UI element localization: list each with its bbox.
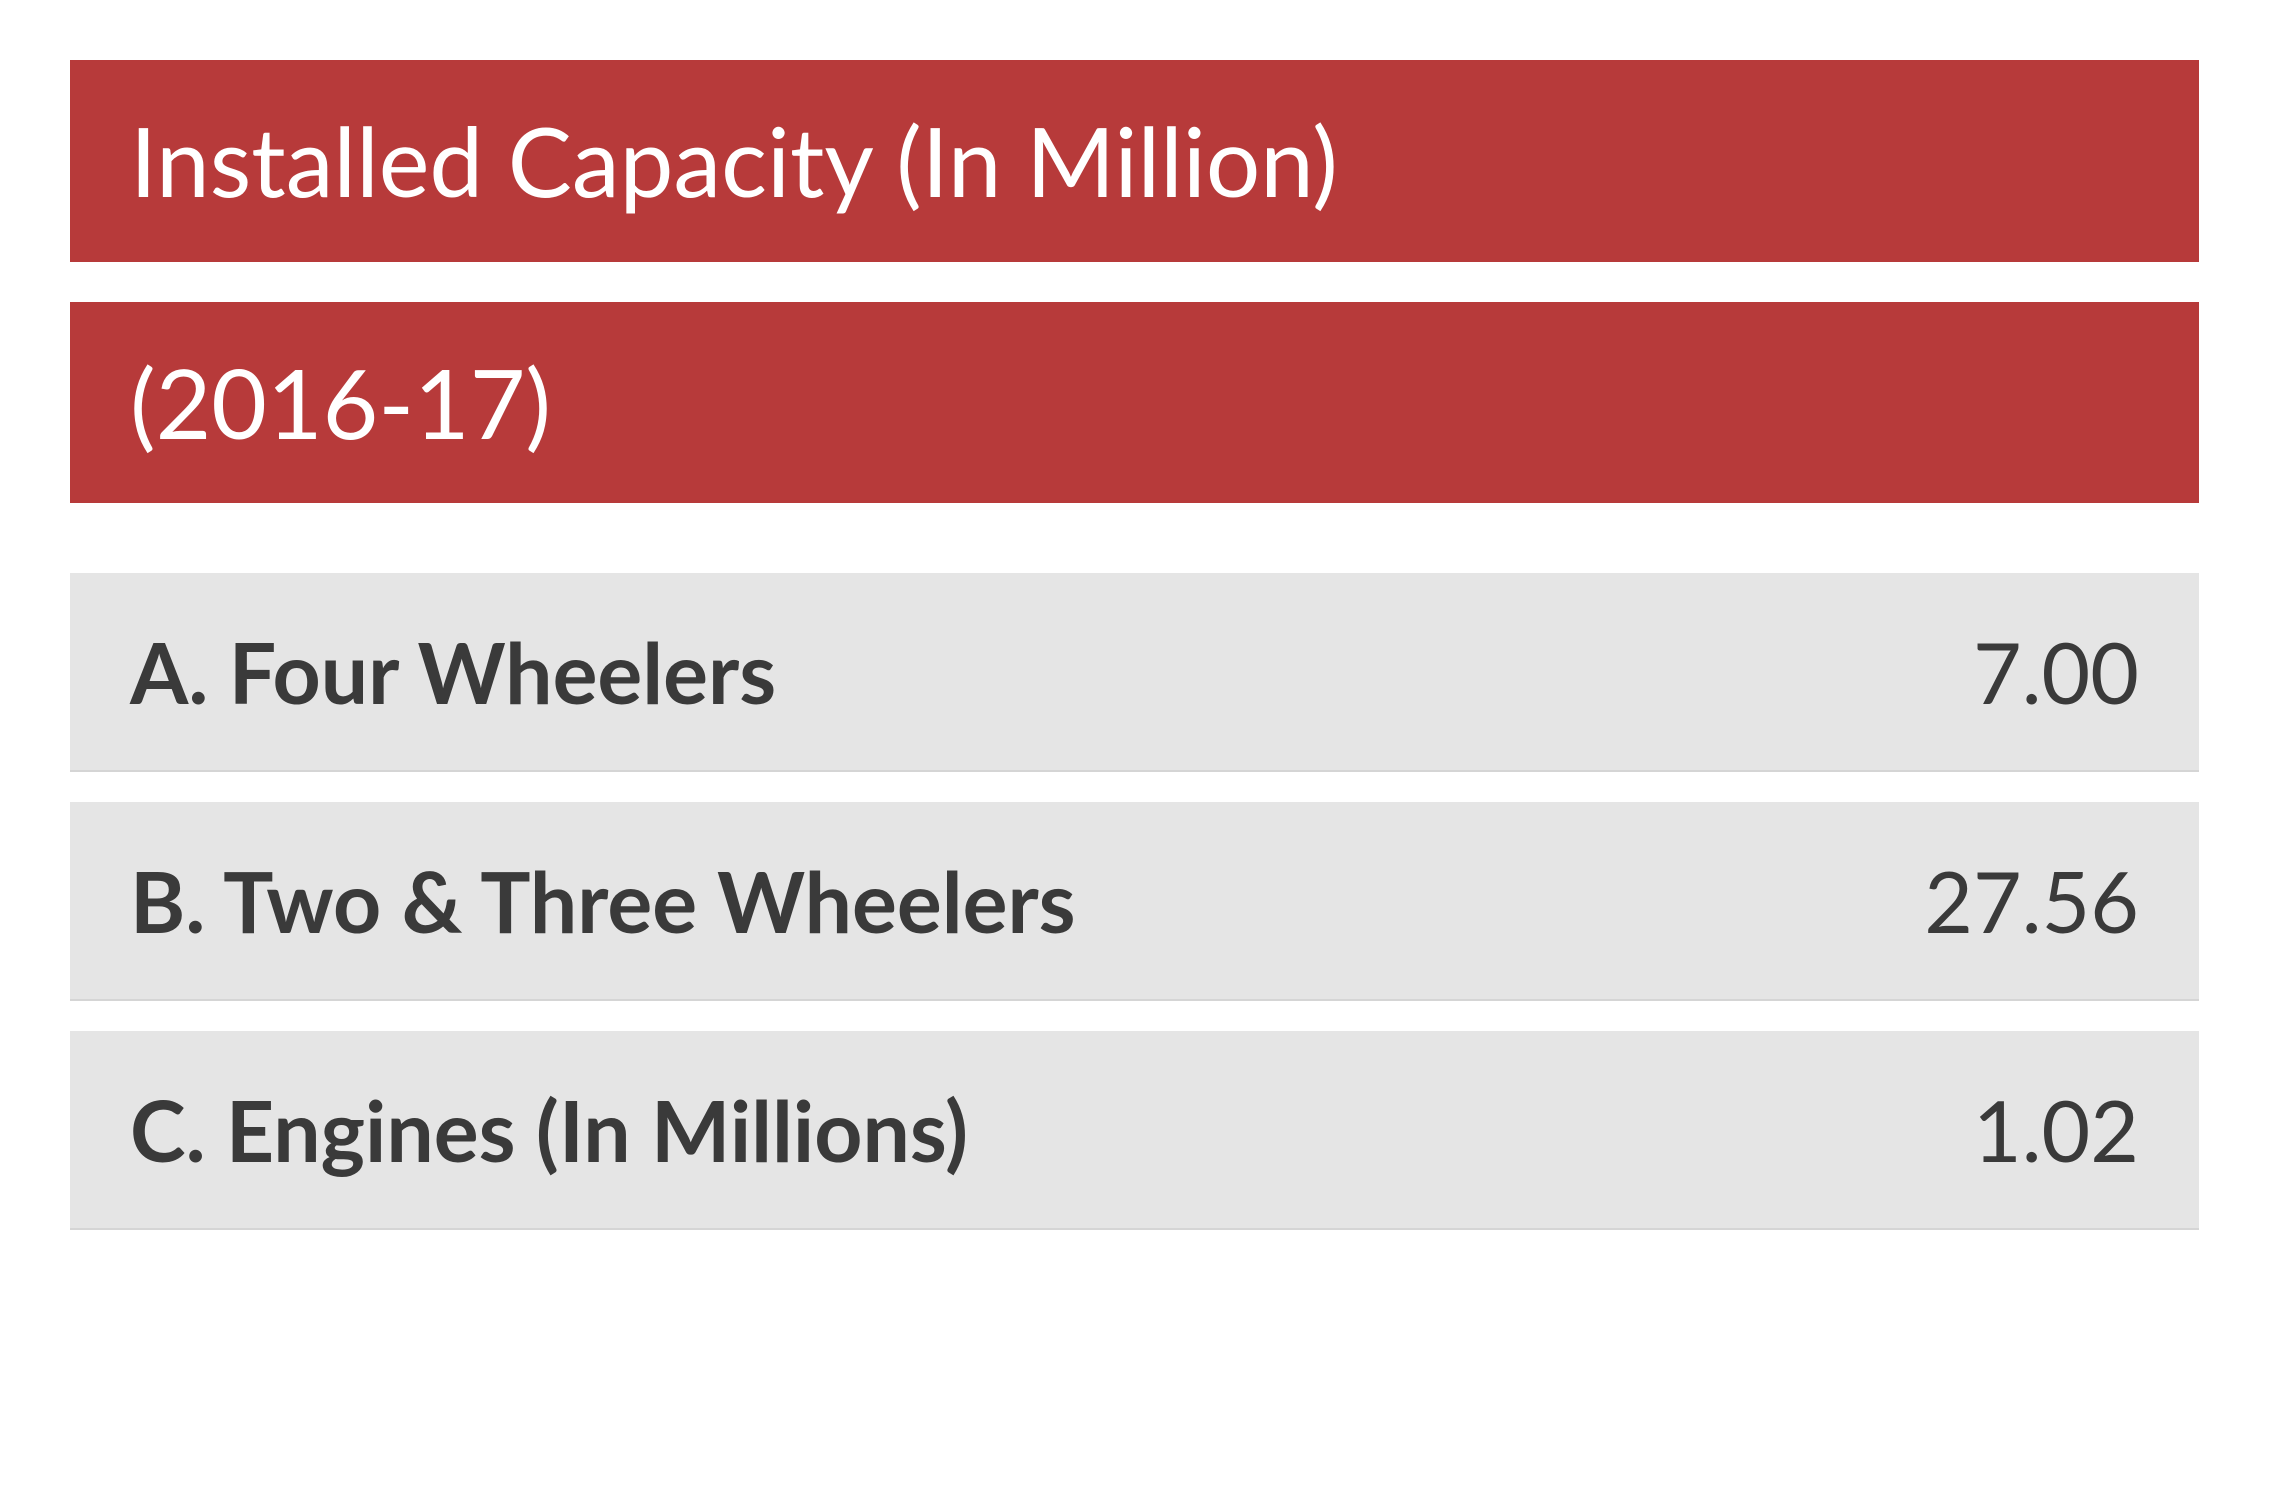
row-value: 7.00 [1973,621,2139,722]
capacity-table-container: Installed Capacity (In Million) (2016-17… [0,0,2269,1500]
row-label: C. Engines (In Millions) [130,1079,968,1180]
table-row: B. Two & Three Wheelers 27.56 [70,802,2199,1001]
table-subtitle: (2016-17) [70,302,2199,504]
row-value: 27.56 [1924,850,2139,951]
row-value: 1.02 [1973,1079,2139,1180]
table-subtitle-text: (2016-17) [130,345,551,460]
table-row: A. Four Wheelers 7.00 [70,573,2199,772]
row-label: B. Two & Three Wheelers [130,850,1076,951]
table-title: Installed Capacity (In Million) [70,60,2199,262]
row-label: A. Four Wheelers [130,621,776,722]
table-row: C. Engines (In Millions) 1.02 [70,1031,2199,1230]
table-title-text: Installed Capacity (In Million) [130,103,1338,218]
